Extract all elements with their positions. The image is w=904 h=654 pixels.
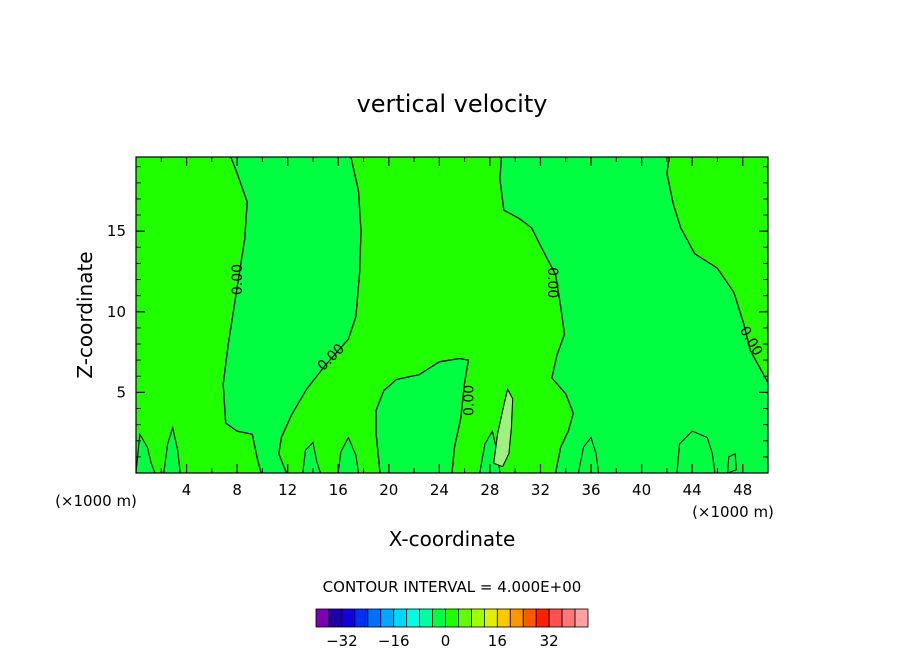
colorbar-swatch — [471, 608, 485, 628]
contour-interval-text: CONTOUR INTERVAL = 4.000E+00 — [323, 578, 582, 596]
colorbar-swatch — [496, 608, 511, 628]
contour-d — [666, 157, 768, 384]
cell-2 — [163, 425, 181, 473]
cell-4 — [337, 436, 360, 473]
colorbar-tick-label: 16 — [488, 632, 507, 650]
contour-label-c: 0.00 — [544, 267, 560, 298]
colorbar-swatch — [509, 608, 524, 628]
x-unit-right: (×1000 m) — [692, 503, 774, 521]
colorbar-swatch — [367, 608, 382, 628]
updraft-core — [493, 387, 514, 468]
y-tick-label: 15 — [107, 222, 126, 240]
colorbar-swatch — [522, 608, 537, 628]
colorbar-tick-label: −16 — [378, 632, 410, 650]
cell-6 — [577, 436, 600, 473]
contour-b — [278, 157, 362, 473]
x-tick-label: 44 — [683, 481, 702, 499]
colorbar-tick-label: −32 — [326, 632, 358, 650]
x-tick-label: 28 — [480, 481, 499, 499]
cell-8 — [727, 452, 737, 473]
x-tick-label: 48 — [733, 481, 752, 499]
cell-3 — [302, 441, 322, 473]
y-tick-label: 5 — [116, 383, 126, 401]
colorbar-swatch — [419, 608, 433, 628]
colorbar-swatch — [483, 608, 498, 628]
x-tick-label: 36 — [581, 481, 600, 499]
region-between-a-b — [223, 157, 361, 473]
x-tick-label: 40 — [632, 481, 651, 499]
colorbar-swatch — [341, 608, 356, 628]
colorbar-tick-label: 32 — [540, 632, 559, 650]
x-tick-label: 20 — [379, 481, 398, 499]
colorbar-swatch — [393, 608, 408, 628]
plot-frame — [135, 156, 769, 474]
x-tick-label: 24 — [430, 481, 449, 499]
colorbar-swatch — [432, 608, 446, 628]
chart-title: vertical velocity — [357, 90, 548, 118]
x-tick-label: 32 — [531, 481, 550, 499]
y-axis-label: Z-coordinate — [73, 251, 97, 378]
colorbar-swatch — [380, 608, 395, 628]
colorbar-swatch — [315, 608, 330, 628]
colorbar-swatch — [561, 608, 576, 628]
region-right — [500, 157, 768, 473]
colorbar-swatch — [458, 608, 472, 628]
contour-label-e: 0.00 — [461, 385, 477, 416]
colorbar-swatch — [574, 608, 589, 628]
colorbar-swatch — [354, 608, 369, 628]
x-unit-left: (×1000 m) — [55, 492, 137, 510]
x-tick-label: 12 — [278, 481, 297, 499]
contour-label-a: 0.00 — [230, 264, 246, 295]
x-tick-label: 4 — [182, 481, 192, 499]
contour-e — [375, 357, 470, 473]
y-tick-label: 10 — [107, 303, 126, 321]
x-tick-label: 8 — [232, 481, 242, 499]
colorbar-swatch — [548, 608, 563, 628]
x-tick-label: 16 — [329, 481, 348, 499]
colorbar-swatch — [445, 608, 459, 628]
contour-c — [499, 157, 574, 473]
region-dome — [376, 358, 469, 473]
colorbar-swatch — [535, 608, 550, 628]
colorbar-swatch — [406, 608, 421, 628]
colorbar-tick-label: 0 — [441, 632, 451, 650]
colorbar: −32 −16 0 16 32 — [315, 608, 589, 650]
contour-a — [222, 157, 262, 473]
colorbar-swatch — [328, 608, 343, 628]
cell-7 — [676, 430, 716, 473]
x-axis-label: X-coordinate — [389, 527, 516, 551]
